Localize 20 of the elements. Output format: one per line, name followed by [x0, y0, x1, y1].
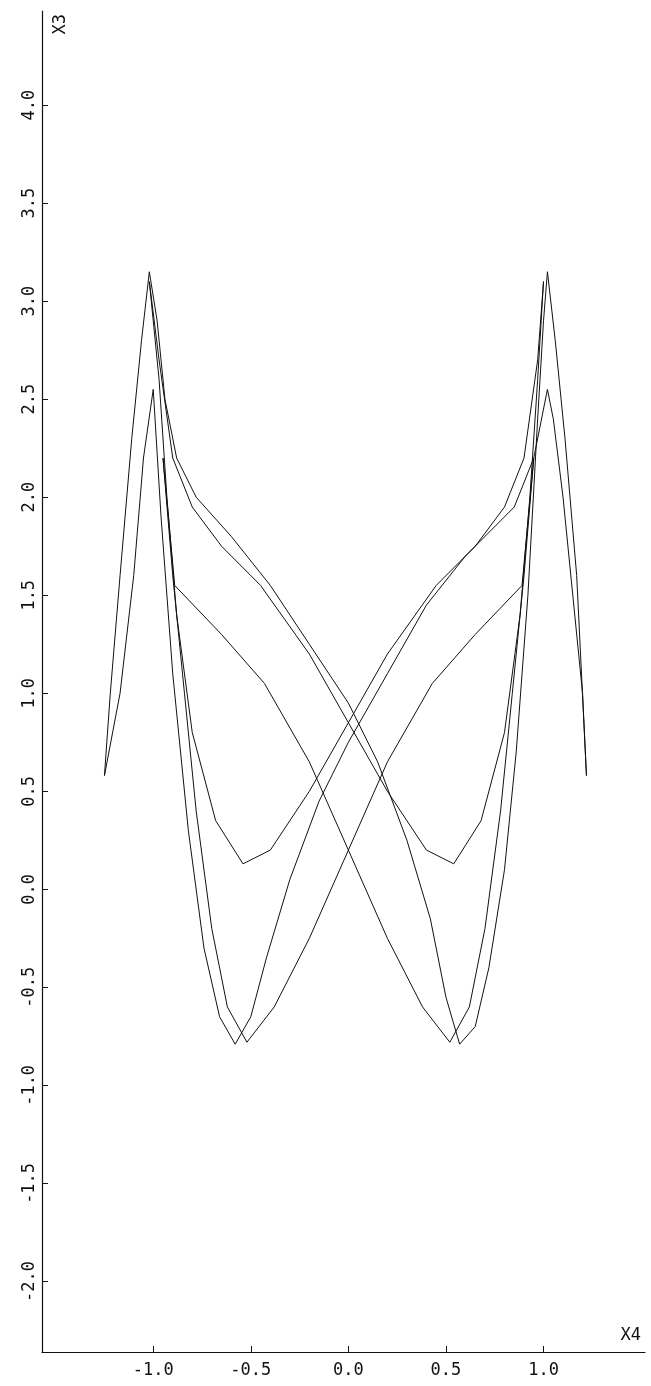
- y-tick-label: -0.5: [17, 966, 38, 1008]
- x-tick-label: -0.5: [230, 1358, 272, 1379]
- x-tick-label: 0.5: [430, 1358, 462, 1379]
- x-tick-label: -1.0: [132, 1358, 174, 1379]
- y-tick-label: 1.0: [17, 677, 38, 709]
- y-tick-label: -1.0: [17, 1064, 38, 1106]
- y-tick-label: -2.0: [17, 1260, 38, 1302]
- y-axis-title: X3: [48, 13, 69, 35]
- y-tick-label: 3.0: [17, 285, 38, 317]
- y-tick-label: 1.5: [17, 579, 38, 611]
- x-tick-label: 0.0: [333, 1358, 364, 1379]
- y-tick-label: 2.5: [17, 383, 38, 415]
- y-tick-label: 0.5: [17, 775, 38, 807]
- y-tick-label: 4.0: [17, 89, 38, 121]
- x-axis-title: X4: [620, 1323, 642, 1344]
- y-tick-label: 3.5: [17, 187, 38, 219]
- y-tick-label: -1.5: [17, 1162, 38, 1204]
- y-tick-label: 2.0: [17, 481, 38, 513]
- y-tick-label: 0.0: [17, 873, 38, 905]
- x-tick-label: 1.0: [528, 1358, 559, 1379]
